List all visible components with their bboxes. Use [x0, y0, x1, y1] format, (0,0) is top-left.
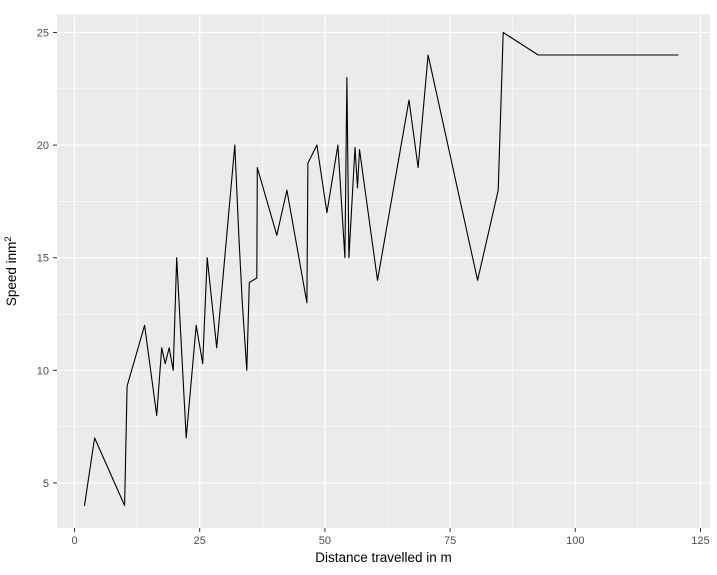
y-tick-label: 5 [43, 478, 49, 490]
x-axis-tick-labels: 0 25 50 75 100 125 [71, 535, 709, 547]
minor-gridlines [57, 14, 710, 528]
x-tick-label: 125 [691, 535, 709, 547]
x-tick-label: 50 [319, 535, 331, 547]
major-gridlines [57, 14, 710, 528]
y-tick-label: 20 [37, 140, 49, 152]
data-line [83, 31, 679, 507]
y-axis-title-superscript: 2 [3, 236, 14, 241]
y-tick-label: 25 [37, 28, 49, 40]
x-tick-label: 0 [71, 535, 77, 547]
y-axis-tick-labels: 5 10 15 20 25 [37, 28, 49, 490]
y-tick-label: 15 [37, 253, 49, 265]
x-tick-label: 100 [566, 535, 584, 547]
x-axis-title: Distance travelled in m [315, 550, 452, 565]
panel-background [57, 14, 710, 528]
axis-tick-marks [53, 32, 701, 532]
x-tick-label: 75 [444, 535, 456, 547]
x-tick-label: 25 [194, 535, 206, 547]
y-tick-label: 10 [37, 365, 49, 377]
y-axis-title: Speed inm2 [3, 236, 19, 306]
